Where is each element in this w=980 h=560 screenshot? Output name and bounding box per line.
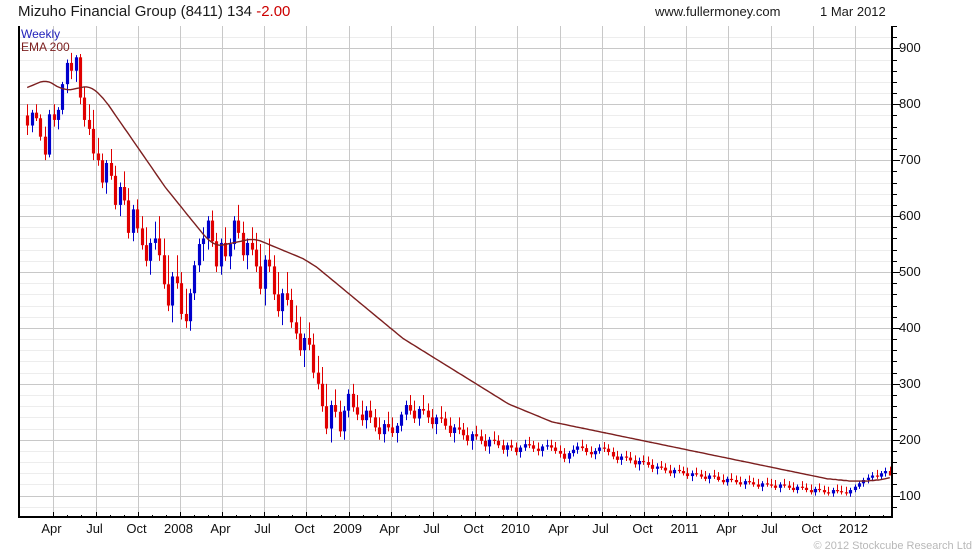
y-axis-tick-label: 600 <box>899 207 921 223</box>
x-axis-tick-label: 2009 <box>333 521 362 536</box>
x-axis-tick-label: Apr <box>716 521 737 536</box>
x-axis-tick-label: Apr <box>210 521 231 536</box>
x-axis-tick-label: Jul <box>592 521 609 536</box>
y-axis-tick-label: 800 <box>899 95 921 111</box>
copyright-credit: © 2012 Stockcube Research Ltd <box>813 540 972 552</box>
chart-canvas <box>20 26 891 516</box>
y-axis-tick-label: 200 <box>899 431 921 447</box>
x-axis-ticks <box>53 512 884 516</box>
chart-legend: Weekly EMA 200 <box>21 27 70 55</box>
legend-item-weekly: Weekly <box>21 27 61 41</box>
x-axis-tick-label: Jul <box>761 521 778 536</box>
candlestick-series <box>25 52 891 497</box>
y-axis-tick-label: 700 <box>899 151 921 167</box>
instrument-title: Mizuho Financial Group (8411) 134 <box>18 3 253 20</box>
x-axis-tick-label: 2012 <box>839 521 868 536</box>
legend-item-ema200: EMA 200 <box>21 40 70 55</box>
x-axis-tick-label: 2011 <box>670 521 699 536</box>
x-axis-tick-label: Jul <box>254 521 271 536</box>
gridlines-major <box>20 48 891 497</box>
x-axis-tick-label: Oct <box>801 521 822 536</box>
gridlines-vertical <box>53 26 856 516</box>
y-axis-tick-label: 400 <box>899 319 921 335</box>
y-axis-tick-marks <box>893 26 900 508</box>
y-axis-tick-label: 300 <box>899 375 921 391</box>
y-axis-tick-label: 500 <box>899 263 921 279</box>
x-axis-tick-label: 2010 <box>501 521 530 536</box>
x-axis-tick-label: Oct <box>294 521 315 536</box>
x-axis-tick-label: Apr <box>548 521 569 536</box>
price-change: -2.00 <box>256 3 291 20</box>
x-axis-tick-label: Apr <box>379 521 400 536</box>
chart-header: Mizuho Financial Group (8411) 134 -2.00 … <box>0 0 980 26</box>
ema-200-line <box>26 80 890 482</box>
x-axis-tick-label: Oct <box>632 521 653 536</box>
page-title: Mizuho Financial Group (8411) 134 -2.00 <box>18 3 290 20</box>
gridlines-minor <box>20 37 891 508</box>
website-label: www.fullermoney.com <box>655 4 781 19</box>
chart-plot-area <box>18 26 893 518</box>
y-axis-tick-label: 100 <box>899 487 921 503</box>
chart-date: 1 Mar 2012 <box>820 4 886 19</box>
x-axis-tick-label: Jul <box>423 521 440 536</box>
x-axis-tick-label: 2008 <box>164 521 193 536</box>
x-axis-tick-label: Oct <box>463 521 484 536</box>
x-axis-tick-label: Jul <box>86 521 103 536</box>
x-axis-tick-label: Oct <box>126 521 147 536</box>
y-axis-tick-label: 900 <box>899 39 921 55</box>
x-axis-tick-label: Apr <box>41 521 62 536</box>
